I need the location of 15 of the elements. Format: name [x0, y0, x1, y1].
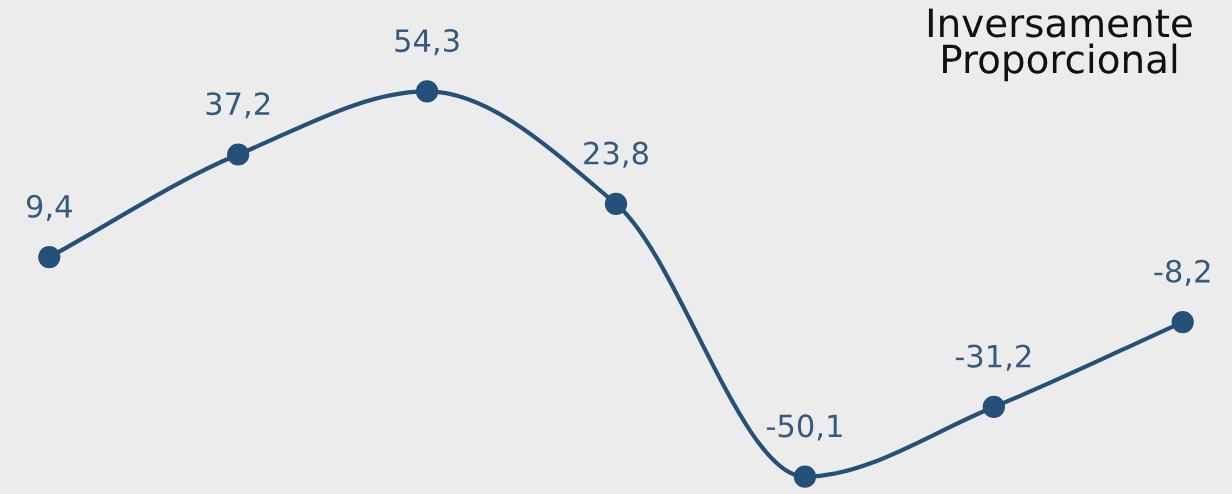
data-label: -8,2: [1154, 259, 1210, 286]
data-label: 37,2: [206, 92, 270, 119]
point: [415, 80, 439, 103]
data-label: 54,3: [395, 29, 459, 56]
point: [604, 192, 628, 216]
data-label: -31,2: [955, 344, 1031, 371]
point: [982, 395, 1005, 419]
chart-title: Inversamente Proporcional: [928, 8, 1192, 82]
data-label: 23,8: [584, 141, 648, 168]
point: [1171, 310, 1194, 334]
point: [227, 143, 250, 166]
point: [38, 245, 61, 269]
point: [793, 465, 817, 488]
data-label: 9,4: [26, 194, 72, 221]
data-label: -50,1: [766, 414, 842, 441]
